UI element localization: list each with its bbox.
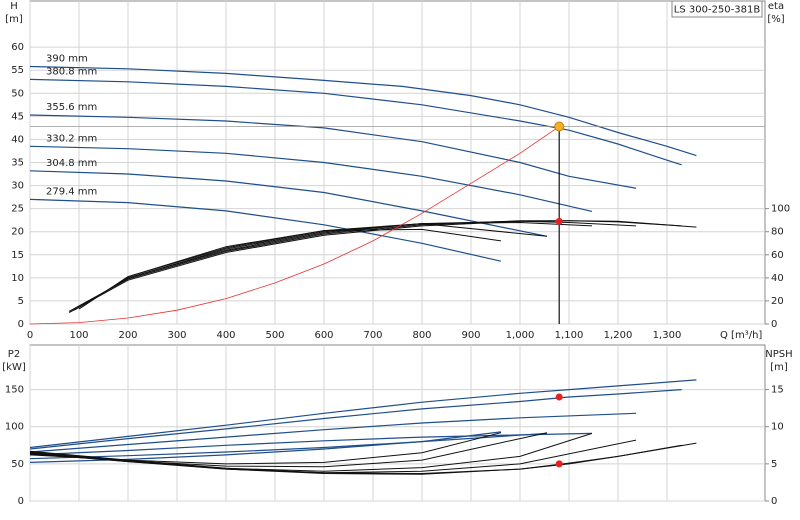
- y-tick-label: 35: [11, 158, 24, 169]
- x-axis-label: Q [m³/h]: [720, 330, 762, 341]
- y-axis-label: P2: [8, 349, 20, 360]
- y-tick-label: 60: [11, 42, 24, 53]
- x-tick-label: 700: [363, 330, 382, 341]
- y2-tick-label: 5: [771, 459, 777, 470]
- y2-tick-label: 40: [771, 273, 784, 284]
- y-tick-label: 40: [11, 134, 24, 145]
- eta-point: [555, 217, 563, 225]
- y-tick-label: 10: [11, 273, 24, 284]
- npsh-curve: [29, 432, 548, 468]
- curve-label: 279.4 mm: [46, 186, 97, 197]
- y2-tick-label: 0: [771, 496, 777, 507]
- x-tick-label: 800: [412, 330, 431, 341]
- y-tick-label: 5: [18, 296, 24, 307]
- curve-label: 355.6 mm: [46, 102, 97, 113]
- x-tick-label: 400: [216, 330, 235, 341]
- system-curve: [29, 126, 560, 325]
- y-tick-label: 25: [11, 204, 24, 215]
- curve-label: 380.8 mm: [46, 66, 97, 77]
- curve-label: 304.8 mm: [46, 158, 97, 169]
- duty-point: [554, 121, 565, 132]
- y-axis-label: H: [10, 1, 18, 12]
- eta-curve: [73, 221, 593, 311]
- y2-tick-label: 60: [771, 250, 784, 261]
- y2-axis-label: NPSH: [765, 349, 792, 360]
- curve: [29, 412, 637, 453]
- x-tick-label: 500: [265, 330, 284, 341]
- curve: [29, 432, 593, 456]
- y-tick-label: 55: [11, 65, 24, 76]
- chart-title: LS 300-250-381B: [674, 5, 761, 16]
- y-tick-label: 0: [18, 319, 24, 330]
- x-tick-label: 1,100: [555, 330, 584, 341]
- y-tick-label: 50: [11, 88, 24, 99]
- x-tick-label: 1,000: [506, 330, 535, 341]
- npsh-curve: [29, 432, 593, 472]
- eta-curve: [78, 228, 501, 310]
- x-tick-label: 1,200: [604, 330, 633, 341]
- x-tick-label: 300: [167, 330, 186, 341]
- y-tick-label: 100: [5, 422, 24, 433]
- x-tick-label: 200: [118, 330, 137, 341]
- y-tick-label: 150: [5, 385, 24, 396]
- x-tick-label: 600: [314, 330, 333, 341]
- y-axis-unit: [kW]: [2, 362, 26, 373]
- y2-axis-label: eta: [768, 1, 784, 12]
- y-axis-unit: [m]: [5, 14, 23, 25]
- y-tick-label: 45: [11, 111, 24, 122]
- y2-axis-unit: [%]: [767, 14, 784, 25]
- x-tick-label: 900: [461, 330, 480, 341]
- curve-label: 390 mm: [46, 54, 88, 65]
- y2-axis-unit: [m]: [770, 362, 788, 373]
- eta-curve: [73, 220, 637, 311]
- curve-label: 330.2 mm: [46, 133, 97, 144]
- npsh-point: [555, 460, 563, 468]
- y2-tick-label: 15: [771, 385, 784, 396]
- curve: [29, 379, 697, 449]
- curve: [29, 432, 548, 460]
- plot-frame: [29, 344, 766, 502]
- p2-point: [555, 393, 563, 401]
- y-tick-label: 20: [11, 227, 24, 238]
- x-tick-label: 1,300: [653, 330, 682, 341]
- curve: [29, 145, 593, 212]
- y2-tick-label: 20: [771, 296, 784, 307]
- curve: [29, 389, 682, 450]
- curve: [29, 114, 637, 189]
- curve: [29, 170, 548, 237]
- y-tick-label: 15: [11, 250, 24, 261]
- y2-tick-label: 10: [771, 422, 784, 433]
- x-tick-label: 0: [27, 330, 33, 341]
- eta-curve: [68, 220, 682, 312]
- y-tick-label: 50: [11, 459, 24, 470]
- curve: [29, 65, 697, 157]
- curve: [29, 198, 502, 262]
- y2-tick-label: 80: [771, 227, 784, 238]
- x-tick-label: 100: [69, 330, 88, 341]
- npsh-curve: [29, 432, 502, 465]
- y2-tick-label: 100: [771, 204, 790, 215]
- y2-tick-label: 0: [771, 319, 777, 330]
- y-tick-label: 0: [18, 496, 24, 507]
- curve: [29, 78, 682, 166]
- y-tick-label: 30: [11, 181, 24, 192]
